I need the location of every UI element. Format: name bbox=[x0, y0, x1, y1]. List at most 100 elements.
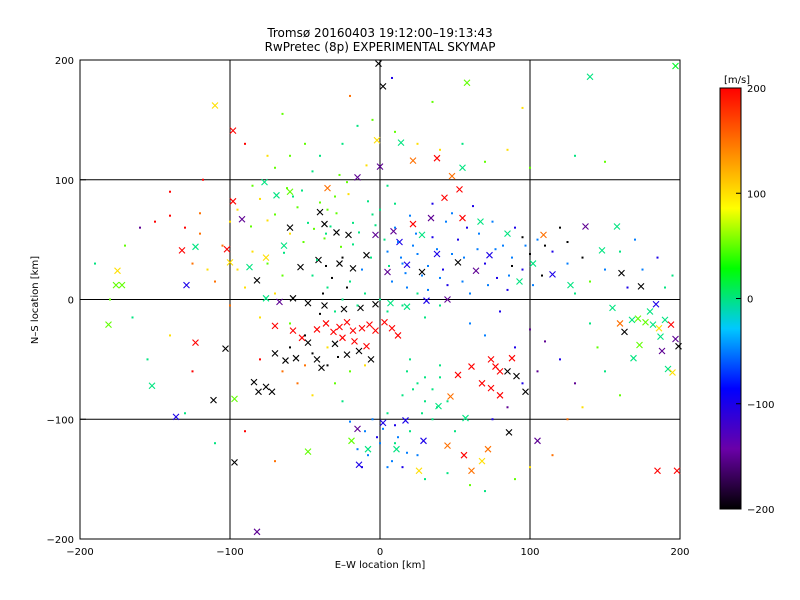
scatter-point-dot bbox=[541, 275, 543, 277]
scatter-point-dot bbox=[394, 424, 396, 426]
scatter-point-dot bbox=[259, 198, 261, 200]
scatter-point-dot bbox=[394, 131, 396, 133]
scatter-point-dot bbox=[537, 239, 539, 241]
scatter-point-dot bbox=[312, 170, 314, 172]
scatter-point-dot bbox=[337, 356, 339, 358]
scatter-point-dot bbox=[417, 382, 419, 384]
x-axis-label: E–W location [km] bbox=[335, 560, 426, 571]
scatter-point-dot bbox=[334, 382, 336, 384]
scatter-point-dot bbox=[522, 382, 524, 384]
scatter-point-dot bbox=[319, 313, 321, 315]
scatter-point-dot bbox=[402, 394, 404, 396]
scatter-point-dot bbox=[229, 221, 231, 223]
scatter-point-dot bbox=[169, 191, 171, 193]
scatter-point-dot bbox=[466, 227, 468, 229]
scatter-point-dot bbox=[387, 310, 389, 312]
scatter-point-dot bbox=[325, 265, 327, 267]
scatter-point-dot bbox=[402, 304, 404, 306]
scatter-point-dot bbox=[657, 257, 659, 259]
scatter-point-dot bbox=[391, 77, 393, 79]
scatter-point-dot bbox=[532, 284, 534, 286]
scatter-point-dot bbox=[147, 358, 149, 360]
scatter-point-dot bbox=[367, 200, 369, 202]
scatter-point-dot bbox=[327, 364, 329, 366]
scatter-point-dot bbox=[372, 418, 374, 420]
scatter-point-dot bbox=[259, 358, 261, 360]
scatter-point-dot bbox=[484, 263, 486, 265]
scatter-point-dot bbox=[421, 275, 423, 277]
scatter-point-dot bbox=[339, 174, 341, 176]
scatter-point-dot bbox=[514, 227, 516, 229]
scatter-point-dot bbox=[457, 239, 459, 241]
scatter-point-dot bbox=[361, 269, 363, 271]
scatter-point-dot bbox=[417, 454, 419, 456]
scatter-point-dot bbox=[169, 215, 171, 217]
scatter-point-dot bbox=[672, 275, 674, 277]
scatter-point-dot bbox=[292, 196, 294, 198]
scatter-point-dot bbox=[436, 406, 438, 408]
scatter-point-dot bbox=[447, 472, 449, 474]
scatter-point-dot bbox=[319, 155, 321, 157]
scatter-point-dot bbox=[424, 400, 426, 402]
scatter-point-dot bbox=[487, 284, 489, 286]
colorbar-tick-label: −200 bbox=[747, 505, 774, 516]
scatter-point-dot bbox=[619, 394, 621, 396]
scatter-point-dot bbox=[522, 107, 524, 109]
scatter-point-dot bbox=[634, 239, 636, 241]
scatter-point-dot bbox=[379, 209, 381, 211]
scatter-point-dot bbox=[436, 248, 438, 250]
scatter-point-dot bbox=[282, 275, 284, 277]
scatter-point-dot bbox=[502, 245, 504, 247]
scatter-point-dot bbox=[289, 233, 291, 235]
colorbar-tick-label: 200 bbox=[747, 84, 766, 95]
scatter-point-dot bbox=[478, 233, 480, 235]
scatter-point-dot bbox=[582, 406, 584, 408]
scatter-point-dot bbox=[132, 316, 134, 318]
scatter-point-dot bbox=[417, 253, 419, 255]
scatter-point-dot bbox=[511, 257, 513, 259]
scatter-point-dot bbox=[567, 418, 569, 420]
scatter-point-dot bbox=[582, 257, 584, 259]
scatter-point-dot bbox=[199, 233, 201, 235]
scatter-point-dot bbox=[297, 382, 299, 384]
scatter-point-dot bbox=[496, 277, 498, 279]
colorbar-tick-label: 0 bbox=[747, 295, 753, 306]
y-tick-label: −100 bbox=[47, 415, 74, 426]
scatter-point-dot bbox=[597, 346, 599, 348]
scatter-point-dot bbox=[342, 143, 344, 145]
scatter-point-dot bbox=[529, 466, 531, 468]
scatter-point-dot bbox=[376, 436, 378, 438]
scatter-point-dot bbox=[400, 257, 402, 259]
scatter-point-dot bbox=[154, 221, 156, 223]
scatter-point-dot bbox=[427, 265, 429, 267]
scatter-point-dot bbox=[405, 272, 407, 274]
scatter-point-dot bbox=[250, 225, 252, 227]
scatter-point-dot bbox=[387, 251, 389, 253]
scatter-point-dot bbox=[604, 269, 606, 271]
scatter-point-dot bbox=[297, 206, 299, 208]
scatter-point-dot bbox=[342, 299, 344, 301]
scatter-point-dot bbox=[445, 221, 447, 223]
scatter-point-dot bbox=[358, 231, 360, 233]
scatter-point-dot bbox=[286, 187, 288, 189]
colorbar-tick-label: −100 bbox=[747, 400, 774, 411]
scatter-point-dot bbox=[462, 281, 464, 283]
scatter-point-dot bbox=[604, 161, 606, 163]
colorbar-tick-label: 100 bbox=[747, 189, 766, 200]
scatter-point-dot bbox=[514, 346, 516, 348]
y-axis-label: N–S location [km] bbox=[30, 256, 41, 344]
scatter-point-dot bbox=[511, 265, 513, 267]
scatter-point-dot bbox=[469, 484, 471, 486]
scatter-point-dot bbox=[507, 406, 509, 408]
scatter-point-dot bbox=[529, 328, 531, 330]
scatter-point-dot bbox=[484, 490, 486, 492]
scatter-point-dot bbox=[349, 421, 351, 423]
scatter-point-dot bbox=[522, 269, 524, 271]
scatter-point-dot bbox=[574, 155, 576, 157]
scatter-point-dot bbox=[427, 289, 429, 291]
scatter-point-dot bbox=[451, 212, 453, 214]
chart-title: Tromsø 20160403 19:12:00–19:13:43 bbox=[266, 26, 492, 40]
scatter-point-dot bbox=[492, 418, 494, 420]
scatter-point-dot bbox=[346, 287, 348, 289]
scatter-point-dot bbox=[409, 430, 411, 432]
